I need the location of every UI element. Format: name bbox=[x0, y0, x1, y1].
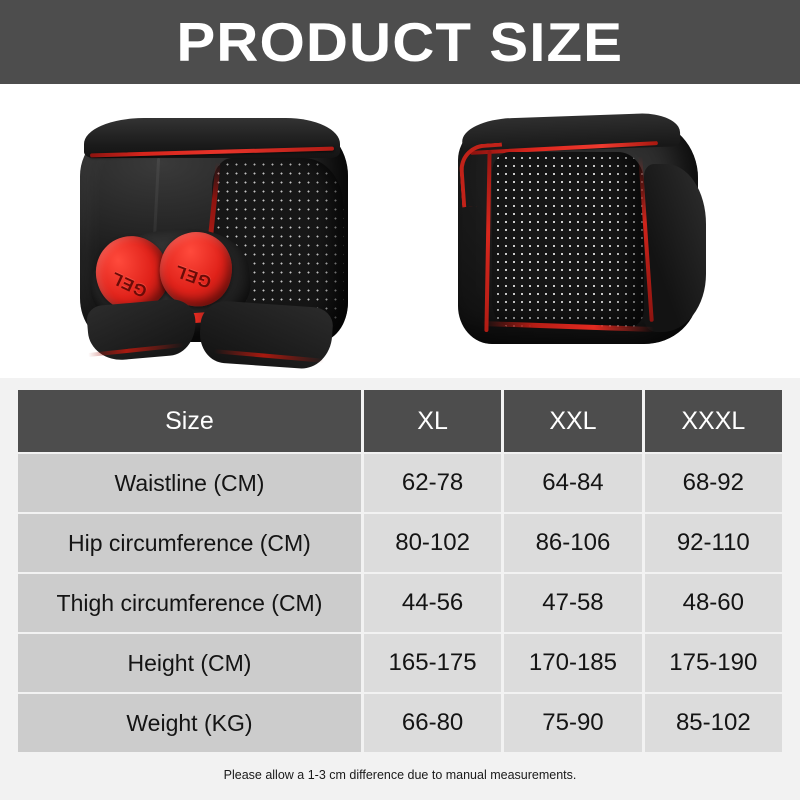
cell-hip-xxl: 86-106 bbox=[504, 514, 642, 572]
size-table: Size XL XXL XXXL Waistline (CM) 62-78 64… bbox=[15, 388, 785, 754]
row-label-weight: Weight (KG) bbox=[18, 694, 361, 752]
table-header-xxxl: XXXL bbox=[644, 390, 782, 452]
cell-hip-xl: 80-102 bbox=[363, 514, 502, 572]
table-row: Thigh circumference (CM) 44-56 47-58 48-… bbox=[18, 574, 782, 632]
banner: PRODUCT SIZE bbox=[0, 0, 800, 84]
table-header-size: Size bbox=[18, 390, 361, 452]
row-label-waistline: Waistline (CM) bbox=[18, 454, 361, 512]
table-row: Weight (KG) 66-80 75-90 85-102 bbox=[18, 694, 782, 752]
cell-waistline-xxl: 64-84 bbox=[504, 454, 642, 512]
product-image-back-view: GEL GEL bbox=[62, 106, 362, 371]
row-label-hip: Hip circumference (CM) bbox=[18, 514, 361, 572]
cell-waistline-xxxl: 68-92 bbox=[644, 454, 782, 512]
cell-height-xxxl: 175-190 bbox=[644, 634, 782, 692]
table-header-xxl: XXL bbox=[504, 390, 642, 452]
cell-thigh-xxxl: 48-60 bbox=[644, 574, 782, 632]
cell-weight-xxxl: 85-102 bbox=[644, 694, 782, 752]
table-row: Height (CM) 165-175 170-185 175-190 bbox=[18, 634, 782, 692]
cell-hip-xxxl: 92-110 bbox=[644, 514, 782, 572]
cell-weight-xxl: 75-90 bbox=[504, 694, 642, 752]
cell-thigh-xl: 44-56 bbox=[363, 574, 502, 632]
product-photo-band: GEL GEL bbox=[0, 84, 800, 378]
size-table-zone: Size XL XXL XXXL Waistline (CM) 62-78 64… bbox=[0, 378, 800, 800]
mesh-panel-side bbox=[492, 152, 644, 328]
table-row: Waistline (CM) 62-78 64-84 68-92 bbox=[18, 454, 782, 512]
cell-height-xl: 165-175 bbox=[363, 634, 502, 692]
row-label-height: Height (CM) bbox=[18, 634, 361, 692]
cell-thigh-xxl: 47-58 bbox=[504, 574, 642, 632]
cell-waistline-xl: 62-78 bbox=[363, 454, 502, 512]
seat-panel bbox=[644, 164, 706, 332]
measurement-note: Please allow a 1-3 cm difference due to … bbox=[223, 768, 577, 782]
red-piping-curve bbox=[457, 142, 507, 208]
cell-height-xxl: 170-185 bbox=[504, 634, 642, 692]
product-image-side-view bbox=[448, 110, 738, 364]
table-header-xl: XL bbox=[363, 390, 502, 452]
table-header-row: Size XL XXL XXXL bbox=[18, 390, 782, 452]
row-label-thigh: Thigh circumference (CM) bbox=[18, 574, 361, 632]
table-row: Hip circumference (CM) 80-102 86-106 92-… bbox=[18, 514, 782, 572]
cell-weight-xl: 66-80 bbox=[363, 694, 502, 752]
page-title: PRODUCT SIZE bbox=[176, 10, 624, 73]
